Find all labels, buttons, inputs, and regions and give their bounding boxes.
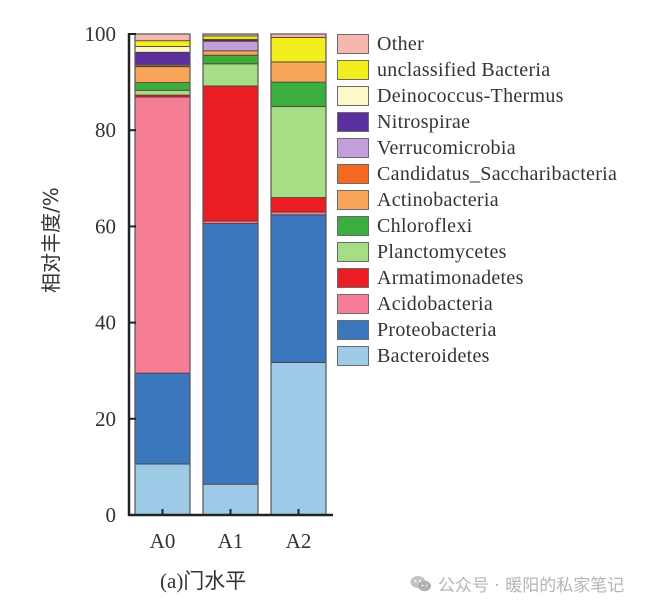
- bar-segment: [134, 82, 191, 91]
- y-tick-label: 60: [95, 214, 116, 238]
- legend-label: Actinobacteria: [377, 188, 499, 211]
- bar-segment: [270, 81, 327, 108]
- bars-group: [134, 33, 327, 516]
- legend-item: unclassified Bacteria: [337, 57, 617, 83]
- x-tick-label: A2: [286, 529, 312, 553]
- bar-A1: [202, 33, 259, 516]
- bar-segment: [202, 63, 259, 87]
- y-tick-label: 40: [95, 311, 116, 335]
- legend-swatch: [337, 164, 369, 184]
- legend-item: Deinococcus-Thermus: [337, 83, 617, 109]
- legend-label: Bacteroidetes: [377, 344, 490, 367]
- legend-swatch: [337, 190, 369, 210]
- bar-segment: [270, 197, 327, 213]
- legend-item: Verrucomicrobia: [337, 135, 617, 161]
- x-tick-label: A0: [150, 529, 176, 553]
- legend-swatch: [337, 216, 369, 236]
- bar-A2: [270, 33, 327, 516]
- y-tick-label: 100: [85, 22, 117, 46]
- legend-label: Planctomycetes: [377, 240, 507, 263]
- legend-label: unclassified Bacteria: [377, 58, 551, 81]
- x-axis-title: (a)门水平: [160, 569, 247, 593]
- bar-segment: [270, 362, 327, 516]
- legend-item: Acidobacteria: [337, 291, 617, 317]
- legend-swatch: [337, 112, 369, 132]
- bar-segment: [270, 106, 327, 198]
- bar-segment: [134, 33, 191, 42]
- legend-label: Proteobacteria: [377, 318, 497, 341]
- bar-segment: [202, 85, 259, 222]
- legend-label: Candidatus_Saccharibacteria: [377, 162, 618, 185]
- y-tick-label: 0: [106, 503, 117, 527]
- legend-swatch: [337, 320, 369, 340]
- legend-swatch: [337, 138, 369, 158]
- legend-label: Acidobacteria: [377, 292, 494, 315]
- legend-label: Verrucomicrobia: [377, 136, 516, 159]
- axes-group: A0 A1 A2 0 20 40 60 80 100: [85, 22, 333, 553]
- legend-item: Chloroflexi: [337, 213, 617, 239]
- legend-label: Other: [377, 32, 425, 55]
- legend-item: Armatimonadetes: [337, 265, 617, 291]
- bar-segment: [134, 463, 191, 516]
- y-axis-label: 相对丰度/%: [39, 187, 63, 293]
- x-tick-label: A1: [218, 529, 244, 553]
- legend-label: Chloroflexi: [377, 214, 473, 237]
- legend-label: Armatimonadetes: [377, 266, 524, 289]
- bar-segment: [202, 35, 259, 40]
- legend-item: Actinobacteria: [337, 187, 617, 213]
- y-tick-label: 80: [95, 118, 116, 142]
- bar-segment: [270, 61, 327, 83]
- bar-segment: [134, 40, 191, 47]
- wechat-icon: [410, 575, 431, 591]
- bar-segment: [202, 223, 259, 485]
- legend-item: Nitrospirae: [337, 109, 617, 135]
- bar-segment: [134, 66, 191, 83]
- legend-item: Bacteroidetes: [337, 343, 617, 369]
- bar-segment: [202, 54, 259, 65]
- legend: Other unclassified Bacteria Deinococcus-…: [337, 31, 617, 369]
- watermark: 公众号 · 暖阳的私家笔记: [410, 571, 624, 596]
- bar-A0: [134, 33, 191, 516]
- bar-segment: [202, 40, 259, 52]
- legend-swatch: [337, 86, 369, 106]
- legend-label: Deinococcus-Thermus: [377, 84, 564, 107]
- bar-segment: [134, 51, 191, 65]
- legend-item: Proteobacteria: [337, 317, 617, 343]
- bar-segment: [270, 214, 327, 363]
- legend-swatch: [337, 268, 369, 288]
- legend-swatch: [337, 346, 369, 366]
- legend-item: Other: [337, 31, 617, 57]
- watermark-text: 公众号 · 暖阳的私家笔记: [438, 576, 625, 596]
- bar-segment: [202, 50, 259, 56]
- bar-segment: [134, 46, 191, 53]
- legend-swatch: [337, 242, 369, 262]
- bar-segment: [270, 36, 327, 63]
- bar-segment: [134, 89, 191, 96]
- bar-segment: [134, 96, 191, 374]
- bar-segment: [134, 372, 191, 465]
- legend-item: Candidatus_Saccharibacteria: [337, 161, 617, 187]
- legend-swatch: [337, 60, 369, 80]
- legend-item: Planctomycetes: [337, 239, 617, 265]
- bar-segment: [270, 211, 327, 216]
- legend-swatch: [337, 34, 369, 54]
- legend-swatch: [337, 294, 369, 314]
- legend-label: Nitrospirae: [377, 110, 471, 133]
- y-tick-label: 20: [95, 407, 116, 431]
